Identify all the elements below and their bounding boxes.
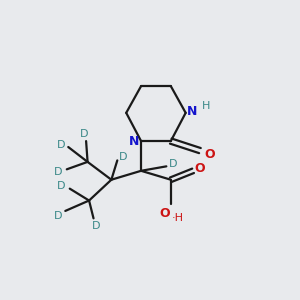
Text: O: O: [204, 148, 215, 161]
Text: H: H: [202, 101, 210, 111]
Text: D: D: [80, 129, 88, 139]
Text: O: O: [160, 206, 170, 220]
Text: D: D: [57, 140, 65, 150]
Text: D: D: [92, 221, 100, 231]
Text: N: N: [128, 135, 139, 148]
Text: O: O: [194, 162, 205, 175]
Text: D: D: [54, 167, 63, 177]
Text: D: D: [57, 181, 66, 191]
Text: D: D: [54, 211, 62, 221]
Text: ·H: ·H: [172, 213, 184, 224]
Text: D: D: [119, 152, 128, 162]
Text: N: N: [186, 105, 197, 118]
Text: D: D: [169, 159, 177, 169]
